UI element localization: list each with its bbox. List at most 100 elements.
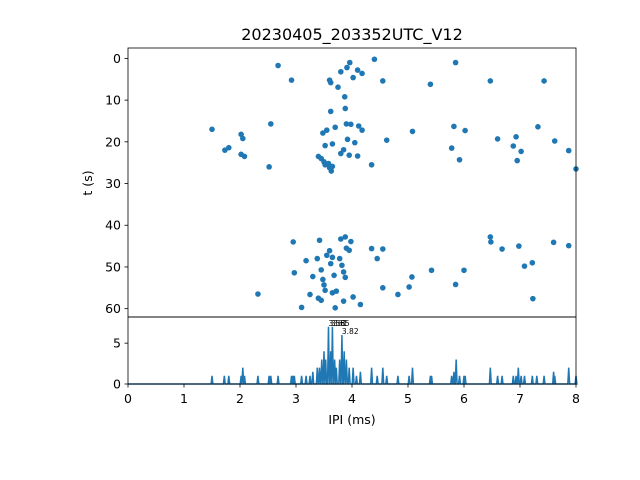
scatter-points xyxy=(209,56,579,311)
scatter-point xyxy=(324,127,330,133)
scatter-point xyxy=(318,267,325,273)
scatter-point xyxy=(338,236,344,242)
scatter-point xyxy=(340,269,347,275)
scatter-panel: 0 10 20 30 40 50 60 t (s) xyxy=(80,47,579,318)
scatter-point xyxy=(336,255,343,262)
scatter-point xyxy=(380,246,386,252)
scatter-point xyxy=(487,234,494,240)
scatter-point xyxy=(303,257,309,264)
ipi-x-tick-label: 6 xyxy=(460,391,468,406)
scatter-point xyxy=(316,237,323,244)
scatter-point xyxy=(342,274,349,281)
scatter-y-tick-label: 60 xyxy=(105,301,121,316)
scatter-point xyxy=(326,247,333,254)
scatter-point xyxy=(338,68,344,75)
scatter-point xyxy=(266,164,272,170)
scatter-point xyxy=(451,123,457,130)
ipi-x-tick-label: 1 xyxy=(180,391,188,406)
ipi-x-tick-label: 2 xyxy=(236,391,244,406)
scatter-point xyxy=(268,121,274,127)
ipi-x-ticks: 0 1 2 3 4 5 6 7 8 xyxy=(124,384,580,406)
scatter-point xyxy=(352,139,358,146)
ipi-y-tick-label: 5 xyxy=(113,336,121,351)
scatter-point xyxy=(380,78,386,84)
scatter-point xyxy=(535,124,541,130)
scatter-point xyxy=(354,67,361,73)
scatter-point xyxy=(343,121,350,127)
scatter-point xyxy=(565,147,572,154)
ipi-x-tick-label: 0 xyxy=(124,391,132,406)
scatter-point xyxy=(344,64,350,71)
scatter-point xyxy=(350,294,356,300)
ipi-peak-annotation: 3.82 xyxy=(342,327,359,336)
scatter-point xyxy=(488,239,494,245)
scatter-point xyxy=(499,246,505,252)
scatter-y-ticks: 0 10 20 30 40 50 60 xyxy=(105,51,128,316)
scatter-point xyxy=(344,136,351,143)
scatter-point xyxy=(322,142,328,149)
scatter-point xyxy=(368,161,375,168)
scatter-point xyxy=(406,284,412,290)
scatter-point xyxy=(374,255,381,262)
scatter-point xyxy=(342,234,349,240)
scatter-point xyxy=(329,141,336,147)
scatter-point xyxy=(409,128,416,135)
scatter-point xyxy=(346,59,353,66)
scatter-point xyxy=(290,239,297,245)
scatter-point xyxy=(494,136,501,142)
ipi-x-tick-label: 8 xyxy=(572,391,580,406)
scatter-y-tick-label: 0 xyxy=(113,51,121,66)
scatter-point xyxy=(307,291,313,298)
ipi-x-tick-label: 4 xyxy=(348,391,356,406)
scatter-point xyxy=(324,252,330,259)
chart-title: 20230405_203352UTC_V12 xyxy=(241,25,463,45)
scatter-point xyxy=(462,127,468,134)
scatter-point xyxy=(209,126,215,133)
scatter-point xyxy=(238,151,244,158)
scatter-point xyxy=(452,59,459,66)
ipi-peak-annotation: 3.61 xyxy=(331,319,348,328)
scatter-point xyxy=(275,62,281,69)
ipi-x-tick-label: 7 xyxy=(516,391,524,406)
scatter-y-axis-label: t (s) xyxy=(80,170,95,195)
scatter-point xyxy=(340,298,347,304)
scatter-point xyxy=(354,153,361,159)
ipi-peak-annotations: 3.583.613.653.82 xyxy=(328,319,358,336)
ipi-y-tick-label: 0 xyxy=(113,377,121,392)
scatter-point xyxy=(288,77,295,83)
scatter-point xyxy=(255,291,261,297)
scatter-point xyxy=(357,301,364,308)
scatter-point xyxy=(550,239,557,246)
scatter-point xyxy=(428,267,435,274)
scatter-point xyxy=(320,130,326,136)
scatter-point xyxy=(327,79,334,86)
scatter-point xyxy=(331,272,337,279)
scatter-point xyxy=(452,281,459,288)
scatter-point xyxy=(320,276,326,283)
scatter-point xyxy=(521,263,528,269)
scatter-point xyxy=(513,134,519,140)
scatter-point xyxy=(328,168,335,174)
scatter-point xyxy=(329,254,336,261)
scatter-point xyxy=(291,269,298,276)
scatter-point xyxy=(342,105,349,112)
ipi-peak-annotation: 3.65 xyxy=(333,319,350,328)
scatter-point xyxy=(332,305,339,311)
ipi-x-tick-label: 5 xyxy=(404,391,412,406)
scatter-point xyxy=(395,291,401,298)
scatter-point xyxy=(327,260,334,267)
scatter-point xyxy=(487,78,494,84)
ipi-axes-frame xyxy=(127,316,577,385)
scatter-point xyxy=(329,163,336,170)
scatter-point xyxy=(339,262,345,269)
scatter-point xyxy=(318,297,325,304)
scatter-y-tick-label: 20 xyxy=(105,134,121,149)
ipi-x-axis-label: IPI (ms) xyxy=(328,412,375,427)
ipi-peak-annotation: 3.58 xyxy=(328,319,345,328)
scatter-point xyxy=(346,247,353,254)
scatter-y-tick-label: 40 xyxy=(105,218,121,233)
scatter-point xyxy=(371,56,378,63)
scatter-point xyxy=(510,143,517,149)
